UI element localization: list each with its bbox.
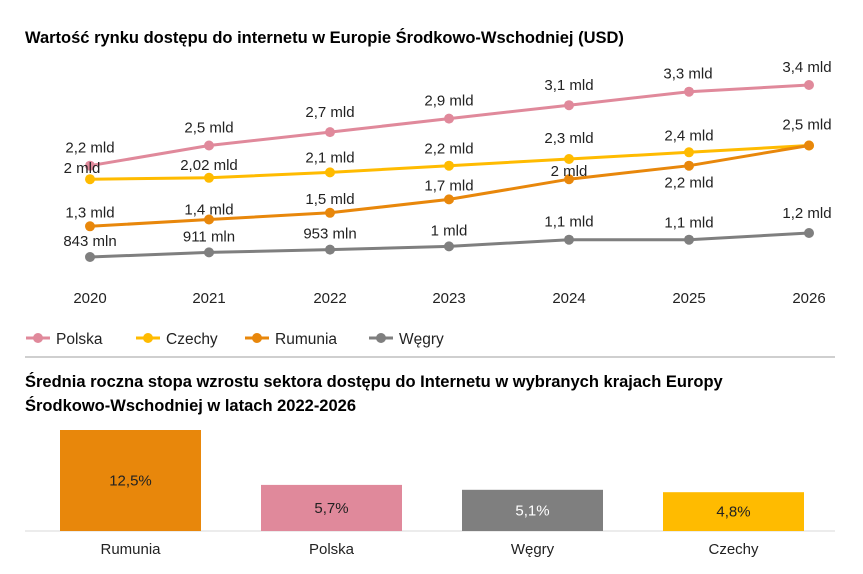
data-label: 1,5 mld: [305, 191, 354, 208]
data-label: 3,3 mld: [663, 66, 712, 83]
data-label: 1,3 mld: [65, 204, 114, 221]
legend-label: Czechy: [166, 331, 218, 348]
x-tick-label: 2020: [73, 290, 106, 307]
bar-chart-title-line-1: Średnia roczna stopa wzrostu sektora dos…: [25, 373, 723, 391]
bar-rumunia: [60, 430, 201, 531]
x-tick-label: 2021: [192, 290, 225, 307]
data-point: [204, 140, 214, 151]
data-label: 1 mld: [431, 222, 468, 239]
data-point: [684, 234, 694, 245]
data-point: [85, 221, 95, 232]
data-point: [85, 252, 95, 262]
series-węgry: 843 mln 911 mln 953 mln 1 mld 1,1 mld 1,1 mld…: [63, 205, 832, 262]
x-tick-label: 2026: [792, 290, 825, 307]
data-point: [444, 113, 454, 124]
data-point: [684, 147, 694, 158]
data-point: [564, 100, 574, 111]
data-point: [85, 160, 95, 171]
data-point: [684, 160, 694, 171]
legend-item: Rumunia: [245, 331, 337, 348]
data-point: [684, 86, 694, 97]
data-point: [85, 174, 95, 185]
series-polska: 2,2 mld 2,5 mld 2,7 mld 2,9 mld 3,1 mld 3,3 m…: [65, 59, 832, 171]
data-point: [444, 241, 454, 252]
data-label: 911 mln: [183, 228, 235, 245]
bar-value-label: 5,1%: [515, 502, 549, 519]
bar-węgry: [462, 489, 603, 531]
data-point: [564, 174, 574, 185]
category-label: Czechy: [708, 541, 759, 558]
divider: [25, 356, 835, 358]
legend-marker: [252, 333, 262, 343]
bar-czechy: [663, 492, 804, 531]
legend-item: Węgry: [369, 331, 444, 348]
legend-item: Polska: [26, 331, 103, 348]
data-label: 2,2 mld: [65, 140, 114, 157]
legend-label: Rumunia: [275, 331, 337, 348]
data-point: [564, 234, 574, 245]
data-label: 1,1 mld: [544, 214, 593, 231]
bar-value-label: 5,7%: [314, 500, 348, 517]
category-label: Węgry: [511, 541, 555, 558]
data-point: [804, 140, 814, 151]
legend-marker: [376, 333, 386, 343]
data-label: 1,1 mld: [664, 215, 713, 232]
data-label: 2,3 mld: [544, 130, 593, 147]
legend-marker: [143, 333, 153, 343]
data-label: 2,2 mld: [664, 175, 713, 192]
data-label: 3,1 mld: [544, 77, 593, 94]
data-point: [804, 80, 814, 90]
data-point: [204, 214, 214, 225]
bar-chart-title: Średnia roczna stopa wzrostu sektora dos…: [25, 370, 723, 418]
data-label: 953 mln: [303, 226, 356, 243]
data-label: 1,4 mld: [184, 202, 233, 219]
data-label: 2,5 mld: [782, 117, 831, 134]
series-czechy: 2 mld 2,02 mld 2,1 mld 2,2 mld 2,3 mld 2,4 ml…: [64, 117, 832, 185]
data-label: 3,4 mld: [782, 59, 831, 76]
data-point: [325, 167, 335, 178]
x-tick-label: 2025: [672, 290, 705, 307]
x-tick-label: 2022: [313, 290, 346, 307]
data-label: 2,7 mld: [305, 104, 354, 121]
legend-label: Polska: [56, 331, 103, 348]
data-point: [325, 207, 335, 218]
data-label: 2 mld: [64, 160, 101, 177]
category-label: Rumunia: [100, 541, 161, 558]
data-point: [444, 160, 454, 171]
bar-value-label: 12,5%: [109, 473, 152, 490]
data-label: 2,9 mld: [424, 93, 473, 110]
data-label: 1,2 mld: [782, 205, 831, 222]
data-label: 2,4 mld: [664, 127, 713, 144]
data-label: 2,2 mld: [424, 141, 473, 158]
data-label: 843 mln: [63, 233, 116, 250]
data-point: [564, 154, 574, 164]
legend-item: Czechy: [136, 331, 218, 348]
data-point: [804, 228, 814, 238]
data-label: 2,02 mld: [180, 157, 238, 174]
series-rumunia: 1,3 mld 1,4 mld 1,5 mld 1,7 mld 2 mld 2,2 mld: [65, 140, 814, 232]
line-chart: 2,2 mld 2,5 mld 2,7 mld 2,9 mld 3,1 mld 3,3 m…: [26, 59, 832, 348]
line-chart-title: Wartość rynku dostępu do internetu w Eur…: [25, 29, 624, 47]
bar-polska: [261, 484, 402, 531]
x-tick-label: 2023: [432, 290, 465, 307]
x-tick-label: 2024: [552, 290, 585, 307]
data-label: 1,7 mld: [424, 177, 473, 194]
bar-value-label: 4,8%: [716, 504, 750, 521]
data-label: 2,1 mld: [305, 149, 354, 166]
data-point: [325, 244, 335, 255]
legend-marker: [33, 333, 43, 343]
category-label: Polska: [309, 541, 355, 558]
bar-chart-title-line-2: Środkowo-Wschodniej w latach 2022-2026: [25, 397, 357, 415]
legend-label: Węgry: [399, 331, 444, 348]
data-point: [444, 194, 454, 205]
data-point: [325, 127, 335, 138]
data-point: [204, 247, 214, 258]
data-point: [204, 172, 214, 183]
data-label: 2,5 mld: [184, 120, 233, 137]
data-label: 2 mld: [551, 163, 588, 180]
